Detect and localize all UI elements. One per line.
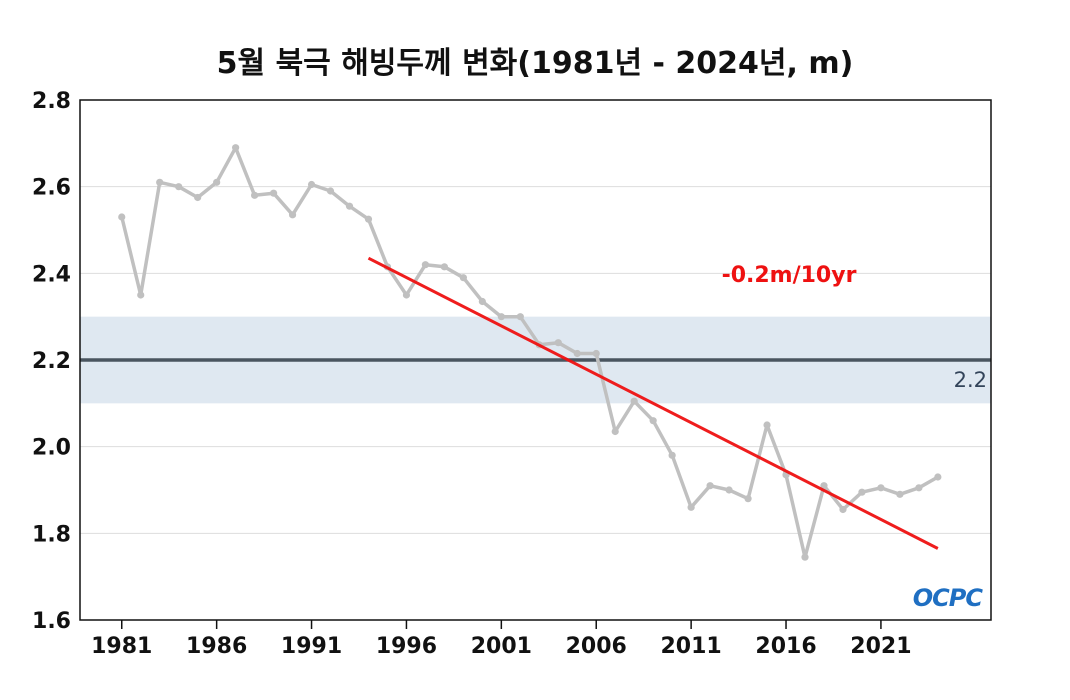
data-point xyxy=(649,417,657,425)
data-point xyxy=(402,291,411,299)
data-point xyxy=(345,202,354,210)
data-point xyxy=(251,191,259,199)
x-tick-label: 2021 xyxy=(850,634,911,659)
data-point xyxy=(801,553,809,561)
chart-title: 5월 북극 해빙두께 변화(1981년 - 2024년, m) xyxy=(216,46,854,81)
data-point xyxy=(307,180,316,189)
x-axis: 1981 1986 1991 1996 2001 2006 2011 2016 2021 xyxy=(91,620,912,659)
data-point xyxy=(896,490,904,498)
data-point xyxy=(288,211,297,219)
x-tick-label: 2006 xyxy=(566,634,627,659)
data-point xyxy=(668,451,676,459)
data-point xyxy=(573,349,581,358)
data-point xyxy=(232,144,240,152)
x-tick-label: 2016 xyxy=(755,634,816,659)
data-point xyxy=(630,397,638,405)
data-point xyxy=(611,427,619,436)
data-point xyxy=(137,291,145,299)
data-point xyxy=(915,484,923,492)
y-tick-label: 2.6 xyxy=(32,176,71,201)
data-point xyxy=(194,193,202,202)
data-point xyxy=(763,421,771,429)
data-point xyxy=(820,482,828,490)
data-point xyxy=(706,482,714,490)
data-point xyxy=(364,215,373,223)
data-point xyxy=(497,313,505,321)
y-tick-label: 2.0 xyxy=(32,436,71,461)
data-point xyxy=(877,484,885,492)
data-point xyxy=(175,183,183,191)
x-tick-label: 2001 xyxy=(471,634,532,659)
y-tick-label: 2.4 xyxy=(32,262,71,287)
y-tick-label: 1.8 xyxy=(32,522,71,547)
data-point xyxy=(459,274,467,282)
data-point xyxy=(440,263,448,271)
data-point xyxy=(554,339,562,347)
data-point xyxy=(934,473,942,481)
y-tick-label: 2.2 xyxy=(32,349,71,374)
plot-frame xyxy=(79,99,992,621)
x-tick-label: 1981 xyxy=(91,634,152,659)
data-point xyxy=(858,488,866,496)
y-tick-label: 2.8 xyxy=(32,89,71,114)
x-tick-label: 1986 xyxy=(186,634,247,659)
data-point xyxy=(592,349,600,358)
x-tick-label: 2011 xyxy=(661,634,722,659)
data-point xyxy=(478,297,486,306)
data-point xyxy=(839,505,847,514)
x-tick-label: 1996 xyxy=(376,634,437,659)
y-tick-label: 1.6 xyxy=(32,609,71,634)
data-point xyxy=(269,189,278,197)
ocpc-logo: OCPC xyxy=(913,584,984,612)
reference-value-label: 2.2 xyxy=(954,368,987,392)
data-point xyxy=(326,187,335,195)
x-tick-label: 1991 xyxy=(281,634,342,659)
data-point xyxy=(516,313,524,321)
data-point xyxy=(744,495,752,503)
data-point xyxy=(725,486,733,494)
data-point xyxy=(213,178,221,186)
data-point xyxy=(687,503,695,511)
data-point xyxy=(156,178,164,186)
trend-line xyxy=(367,256,939,550)
data-point xyxy=(421,261,430,269)
y-axis: 1.6 1.8 2.0 2.2 2.4 2.6 2.8 xyxy=(32,89,71,634)
trend-label: -0.2m/10yr xyxy=(722,263,857,288)
data-point xyxy=(118,213,126,221)
